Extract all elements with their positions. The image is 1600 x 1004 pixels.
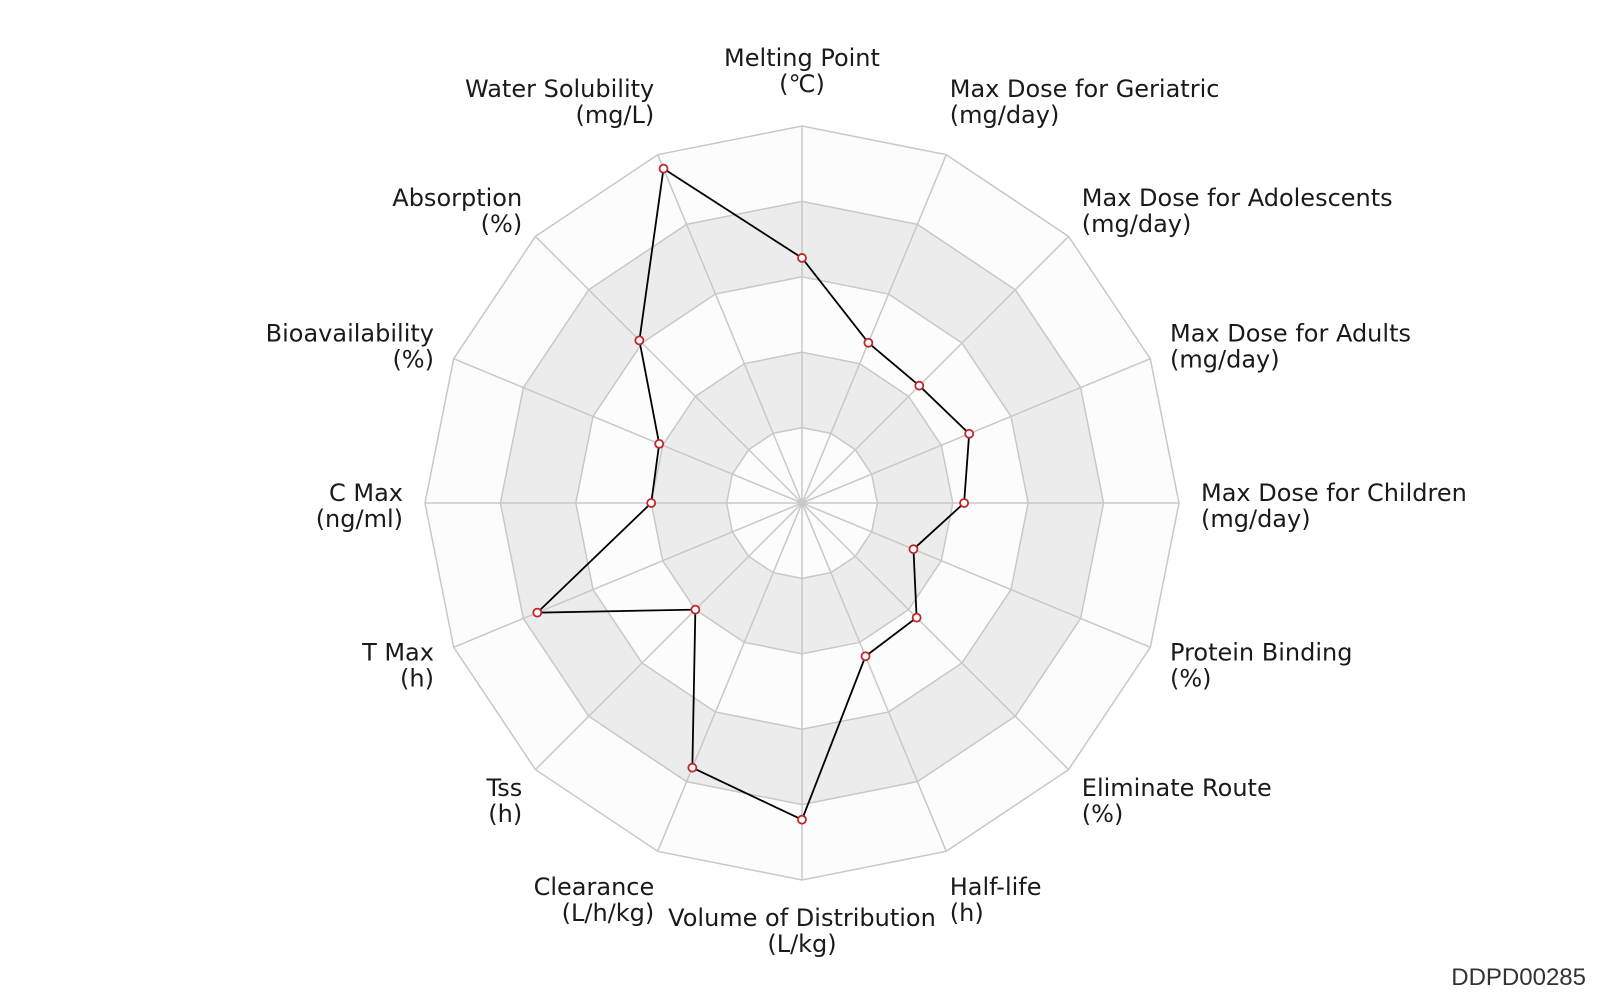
axis-label-1: Max Dose for Geriatric(mg/day) <box>950 75 1220 129</box>
axis-label-unit: (%) <box>481 210 523 238</box>
axis-label-name: Melting Point <box>724 44 880 72</box>
data-point-10 <box>691 606 699 614</box>
data-point-13 <box>655 440 663 448</box>
axis-label-name: Max Dose for Children <box>1201 479 1467 507</box>
axis-label-name: Half-life <box>950 873 1042 901</box>
axis-label-5: Protein Binding(%) <box>1170 639 1352 693</box>
axis-label-name: Protein Binding <box>1170 639 1352 667</box>
data-point-8 <box>798 816 806 824</box>
axis-label-15: Water Solubility(mg/L) <box>465 75 654 129</box>
axis-label-14: Absorption(%) <box>392 184 522 238</box>
axis-label-name: Absorption <box>392 184 522 212</box>
data-point-0 <box>798 254 806 262</box>
axis-label-unit: (mg/day) <box>1201 505 1311 533</box>
axis-label-10: Tss(h) <box>486 774 523 828</box>
data-point-2 <box>915 382 923 390</box>
axis-label-name: Tss <box>486 774 523 802</box>
axis-label-name: Max Dose for Adolescents <box>1082 184 1393 212</box>
axis-label-unit: (L/h/kg) <box>562 899 655 927</box>
data-point-15 <box>660 165 668 173</box>
axis-label-11: T Max(h) <box>361 639 434 693</box>
axis-label-name: Bioavailability <box>266 319 434 347</box>
axis-label-unit: (h) <box>400 665 434 693</box>
axis-label-name: Max Dose for Geriatric <box>950 75 1220 103</box>
data-point-6 <box>913 614 921 622</box>
axis-label-unit: (mg/day) <box>950 101 1060 129</box>
axis-label-name: T Max <box>361 639 434 667</box>
axis-label-9: Clearance(L/h/kg) <box>534 873 655 927</box>
data-point-9 <box>688 764 696 772</box>
axis-label-8: Volume of Distribution(L/kg) <box>668 904 936 958</box>
axis-label-unit: (mg/L) <box>575 101 654 129</box>
data-point-11 <box>533 609 541 617</box>
axis-label-unit: (%) <box>1170 665 1212 693</box>
axis-label-unit: (ng/ml) <box>316 505 403 533</box>
axis-label-name: Volume of Distribution <box>668 904 936 932</box>
data-point-7 <box>861 652 869 660</box>
watermark-id: DDPD00285 <box>1451 964 1586 992</box>
axis-label-6: Eliminate Route(%) <box>1082 774 1272 828</box>
data-point-5 <box>909 545 917 553</box>
axis-label-0: Melting Point(℃) <box>724 44 880 98</box>
axis-label-unit: (℃) <box>779 70 825 98</box>
axis-label-name: Water Solubility <box>465 75 654 103</box>
axis-label-7: Half-life(h) <box>950 873 1042 927</box>
data-point-14 <box>635 336 643 344</box>
data-point-1 <box>864 339 872 347</box>
axis-label-name: Eliminate Route <box>1082 774 1272 802</box>
axis-label-name: C Max <box>329 479 403 507</box>
axis-label-unit: (h) <box>950 899 984 927</box>
data-point-4 <box>960 499 968 507</box>
axis-label-unit: (%) <box>1082 800 1124 828</box>
data-point-3 <box>965 430 973 438</box>
axis-label-unit: (%) <box>392 345 434 373</box>
axis-label-unit: (mg/day) <box>1082 210 1192 238</box>
axis-label-name: Clearance <box>534 873 655 901</box>
axis-label-4: Max Dose for Children(mg/day) <box>1201 479 1467 533</box>
axis-label-unit: (L/kg) <box>767 930 836 958</box>
axis-label-unit: (mg/day) <box>1170 345 1280 373</box>
axis-label-13: Bioavailability(%) <box>266 319 434 373</box>
axis-label-name: Max Dose for Adults <box>1170 319 1411 347</box>
axis-label-12: C Max(ng/ml) <box>316 479 403 533</box>
axis-label-unit: (h) <box>488 800 522 828</box>
data-point-12 <box>647 499 655 507</box>
radar-spokes <box>425 126 1179 880</box>
axis-label-3: Max Dose for Adults(mg/day) <box>1170 319 1411 373</box>
axis-label-2: Max Dose for Adolescents(mg/day) <box>1082 184 1393 238</box>
